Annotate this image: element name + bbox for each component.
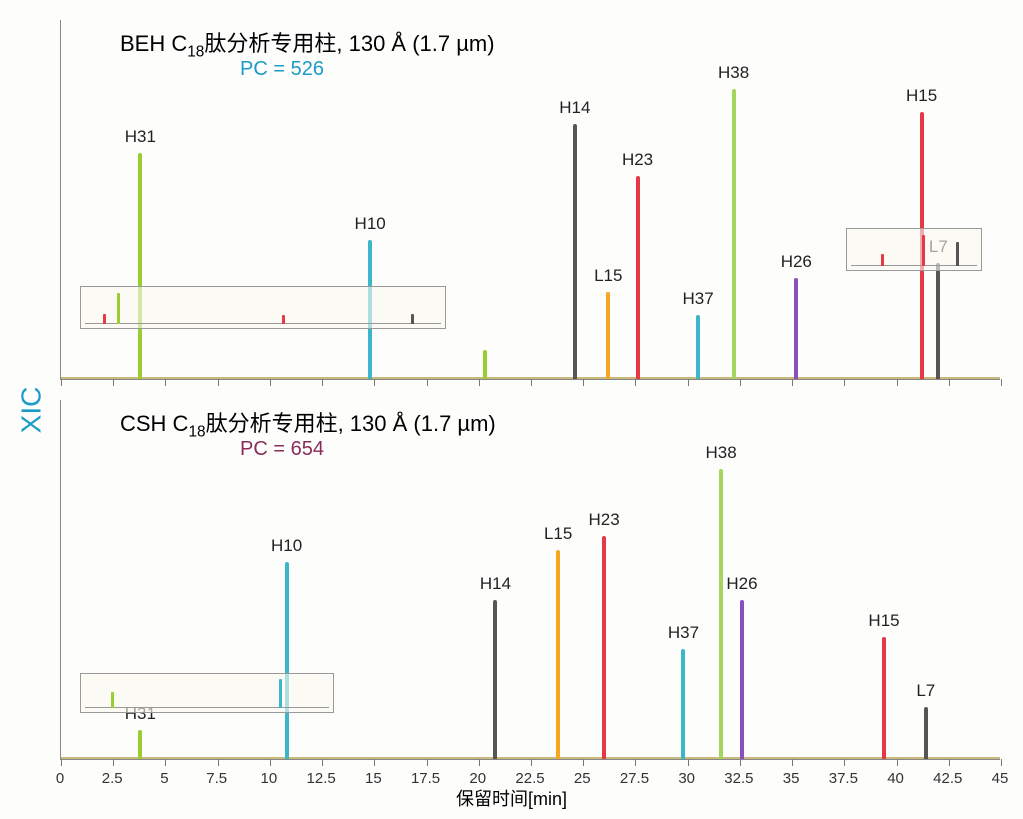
peak-label: H26: [781, 252, 812, 272]
chromatogram-peak: [882, 637, 886, 759]
peak-label: L15: [594, 266, 622, 286]
inset-zoom: [80, 286, 447, 329]
chromatogram-peak: [138, 153, 142, 379]
x-tick-label: 30: [678, 770, 695, 787]
chromatogram-peak: [740, 600, 744, 760]
peak-label: H37: [683, 289, 714, 309]
x-tick-label: 32.5: [724, 770, 753, 787]
chromatogram-peak: [719, 469, 723, 759]
chromatogram-peak: [602, 536, 606, 759]
inset-peak: [279, 679, 282, 708]
x-tick-label: 2.5: [102, 770, 123, 787]
plot-area-bottom: H31H10H14L15H23H37H38H26H15L7: [60, 400, 1000, 760]
peak-label: H10: [355, 214, 386, 234]
x-tick-label: 45: [992, 770, 1009, 787]
peak-label: H23: [622, 150, 653, 170]
x-tick-label: 40: [887, 770, 904, 787]
x-tick-label: 15: [365, 770, 382, 787]
inset-peak: [111, 692, 114, 708]
chromatogram-peak: [573, 124, 577, 379]
chromatogram-peak: [681, 649, 685, 759]
chromatogram-peak: [493, 600, 497, 760]
chromatogram-peak: [606, 292, 610, 379]
x-axis-label: 保留时间[min]: [456, 785, 567, 811]
chromatogram-peak: [285, 724, 289, 759]
x-tick-label: 12.5: [307, 770, 336, 787]
chromatogram-peak: [794, 278, 798, 380]
peak-label: H26: [726, 574, 757, 594]
plot-area-top: H31H10H14L15H23H37H38H26H15L7: [60, 20, 1000, 380]
peak-label: H15: [906, 86, 937, 106]
x-tick-label: 27.5: [620, 770, 649, 787]
peak-label: H38: [718, 63, 749, 83]
chromatogram-peak: [636, 176, 640, 379]
x-tick-label: 42.5: [933, 770, 962, 787]
peak-label: H23: [589, 510, 620, 530]
x-tick-label: 25: [574, 770, 591, 787]
x-axis-ticks: 02.557.51012.51517.52022.52527.53032.535…: [60, 760, 1000, 780]
peak-label: H31: [125, 127, 156, 147]
inset-zoom: [80, 673, 334, 713]
inset-peak: [411, 314, 414, 324]
inset-peak: [881, 254, 884, 266]
chromatogram-peak: [556, 550, 560, 759]
inset-peak: [956, 242, 959, 266]
x-tick-label: 37.5: [829, 770, 858, 787]
chromatogram-peak: [483, 350, 487, 379]
chromatogram-peak: [924, 707, 928, 759]
y-axis-label: XIC: [15, 386, 47, 433]
peak-label: L7: [916, 681, 935, 701]
peak-label: L15: [544, 524, 572, 544]
inset-peak: [922, 235, 925, 266]
peak-label: H14: [559, 98, 590, 118]
inset-peak: [117, 293, 120, 324]
inset-zoom: [846, 228, 982, 271]
panel-beh: BEH C18肽分析专用柱, 130 Å (1.7 µm) PC = 526 H…: [60, 20, 1000, 380]
peak-label: H10: [271, 536, 302, 556]
chromatogram-figure: XIC BEH C18肽分析专用柱, 130 Å (1.7 µm) PC = 5…: [0, 0, 1023, 819]
chromatogram-peak: [732, 89, 736, 379]
x-tick-label: 7.5: [206, 770, 227, 787]
chromatogram-peak: [138, 730, 142, 759]
inset-peak: [103, 314, 106, 324]
x-tick-label: 17.5: [411, 770, 440, 787]
x-tick-label: 35: [783, 770, 800, 787]
peak-label: H38: [705, 443, 736, 463]
x-tick-label: 10: [261, 770, 278, 787]
chromatogram-peak: [696, 315, 700, 379]
panel-csh: CSH C18肽分析专用柱, 130 Å (1.7 µm) PC = 654 H…: [60, 400, 1000, 760]
peak-label: H37: [668, 623, 699, 643]
chromatogram-peak: [936, 263, 940, 379]
x-tick-label: 0: [56, 770, 64, 787]
peak-label: H15: [868, 611, 899, 631]
peak-label: H14: [480, 574, 511, 594]
inset-peak: [282, 315, 285, 324]
x-tick-label: 5: [160, 770, 168, 787]
